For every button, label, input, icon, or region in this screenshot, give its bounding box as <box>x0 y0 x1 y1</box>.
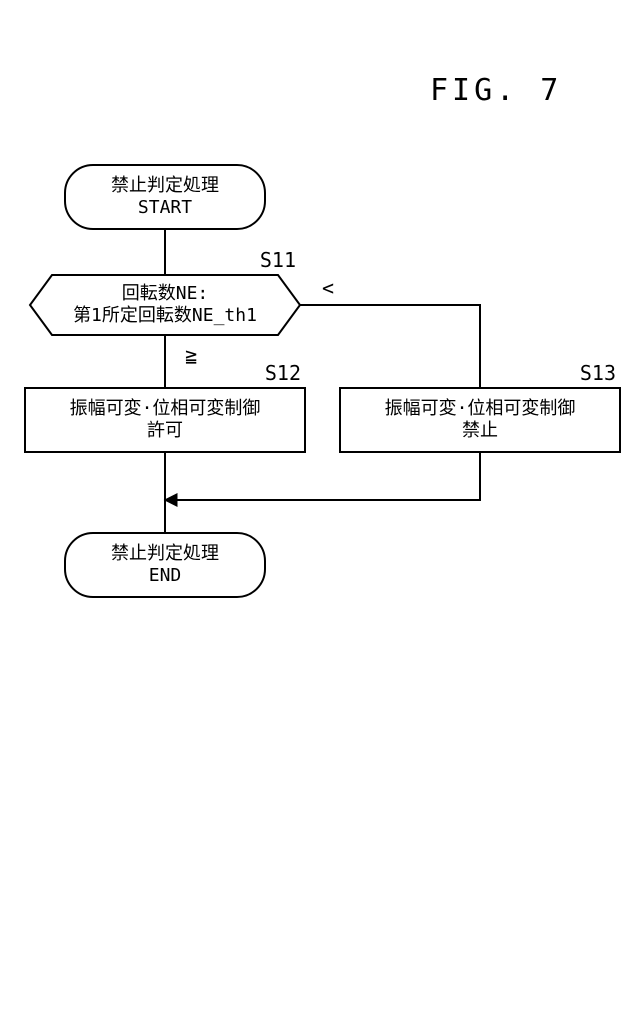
s13-text-line-1: 禁止 <box>462 420 498 441</box>
s13-step-label: S13 <box>580 361 616 385</box>
figure-label: FIG. 7 <box>430 73 562 108</box>
s12-step-label: S12 <box>265 361 301 385</box>
edge-3 <box>165 452 480 500</box>
start-text-line-1: START <box>138 197 192 218</box>
s13-text-line-0: 振幅可変·位相可変制御 <box>385 398 576 419</box>
edge-2 <box>300 305 480 388</box>
edge-label-1: ≧ <box>185 343 197 367</box>
end-text-line-0: 禁止判定処理 <box>111 543 219 564</box>
s11-text-line-1: 第1所定回転数NE_th1 <box>73 305 257 326</box>
end-text-line-1: END <box>149 565 182 586</box>
s12-text-line-0: 振幅可変·位相可変制御 <box>70 398 261 419</box>
s12-text-line-1: 許可 <box>147 420 183 441</box>
s11-step-label: S11 <box>260 248 296 272</box>
s11-text-line-0: 回転数NE: <box>122 283 209 304</box>
start-text-line-0: 禁止判定処理 <box>111 175 219 196</box>
edge-label-2: < <box>322 276 334 300</box>
